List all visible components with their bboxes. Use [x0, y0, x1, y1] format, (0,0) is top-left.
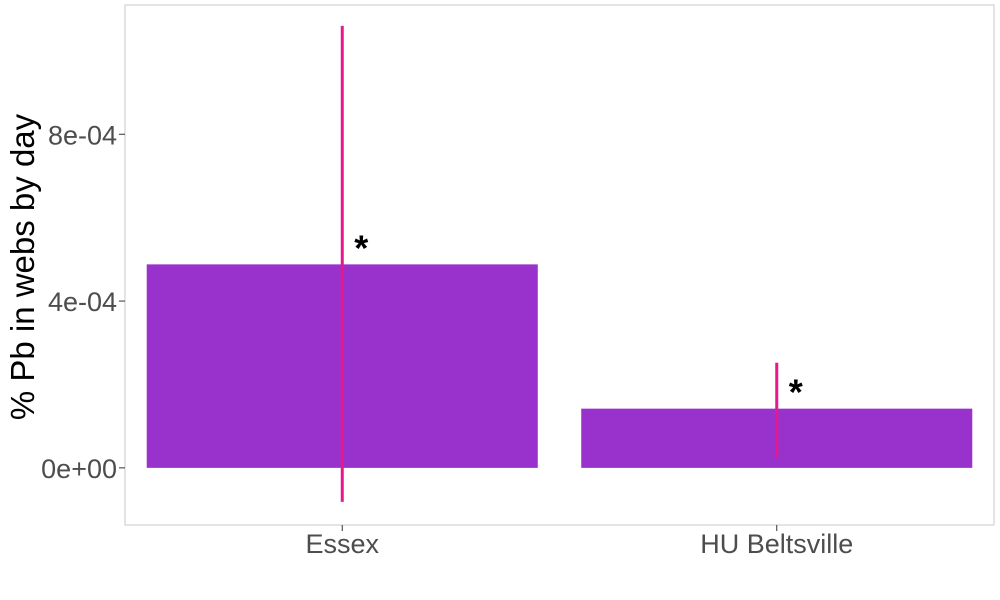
y-axis-title: % Pb in webs by day — [4, 113, 41, 420]
y-tick-label-2: 8e-04 — [48, 120, 117, 150]
significance-annotation-1: * — [789, 372, 803, 413]
y-tick-label-1: 4e-04 — [48, 287, 117, 317]
y-axis: 0e+00 4e-04 8e-04 — [41, 120, 125, 484]
annotations-layer: ** — [354, 227, 803, 412]
x-tick-label-0: Essex — [305, 529, 379, 559]
bars-layer — [146, 264, 973, 468]
x-axis: Essex HU Beltsville — [305, 525, 853, 559]
significance-annotation-0: * — [354, 227, 368, 268]
x-tick-label-1: HU Beltsville — [700, 529, 853, 559]
error-bars-layer — [340, 25, 779, 502]
y-tick-label-0: 0e+00 — [41, 454, 117, 484]
panel-border — [124, 4, 995, 526]
